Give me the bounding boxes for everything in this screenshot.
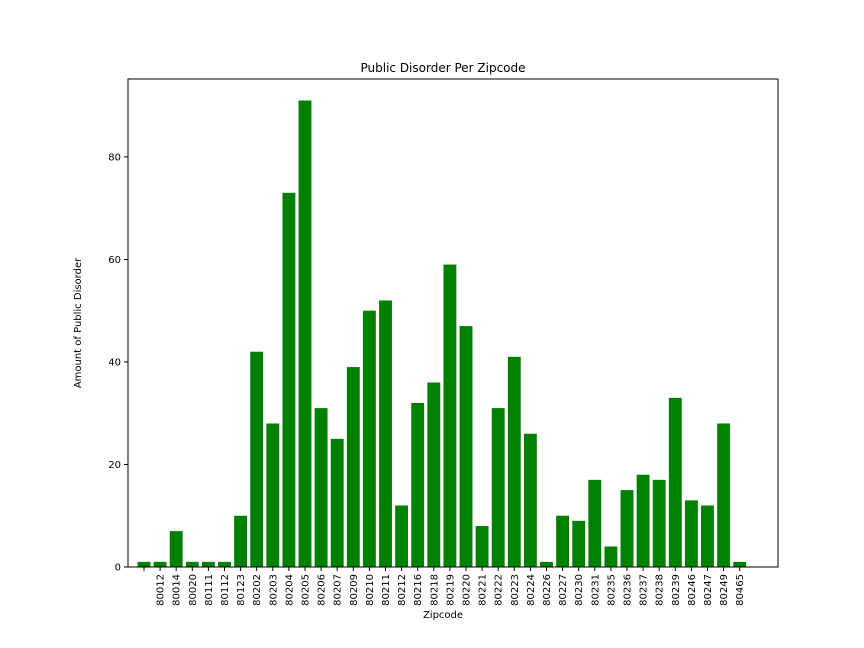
bar	[250, 351, 264, 567]
x-tick-label: 80235	[606, 574, 617, 606]
x-tick-label: 80221	[478, 574, 489, 606]
bar	[330, 438, 344, 567]
x-tick-label: 80210	[365, 574, 376, 606]
x-tick-label: 80236	[623, 574, 634, 606]
y-tick-label: 20	[108, 460, 121, 471]
bar	[185, 561, 199, 567]
bar	[137, 561, 151, 567]
bar	[556, 515, 570, 567]
bar	[604, 546, 618, 567]
x-tick-label: 80216	[413, 574, 424, 606]
x-tick-label: 80247	[703, 574, 714, 606]
bar	[153, 561, 167, 567]
y-axis-label: Amount of Public Disorder	[73, 257, 84, 388]
bar	[540, 561, 553, 567]
bar	[362, 310, 376, 567]
bar	[427, 382, 441, 567]
x-tick-label: 80111	[204, 574, 215, 606]
y-tick-label: 40	[108, 357, 121, 368]
bar	[491, 408, 505, 567]
x-tick-label: 80212	[397, 574, 408, 606]
bar	[572, 520, 586, 567]
bar	[234, 515, 248, 567]
bar	[218, 561, 231, 567]
bar	[717, 423, 731, 567]
bar	[443, 264, 457, 567]
x-tick-label: 80112	[220, 574, 231, 606]
bar	[507, 356, 521, 567]
bar	[636, 474, 650, 567]
bar	[395, 505, 409, 567]
x-tick-label: 80123	[236, 574, 247, 606]
bar	[701, 505, 714, 567]
x-tick-label: 80237	[639, 574, 650, 606]
x-tick-label: 80239	[671, 574, 682, 606]
bar	[298, 100, 312, 567]
bar	[620, 490, 634, 567]
bar	[684, 500, 698, 567]
x-tick-label: 80012	[156, 574, 167, 606]
x-tick-label: 80238	[655, 574, 666, 606]
x-tick-label: 80231	[590, 574, 601, 606]
plot-frame	[127, 78, 779, 568]
x-tick-label: 80020	[188, 574, 199, 606]
bar	[266, 423, 280, 567]
y-tick-label: 80	[108, 152, 121, 163]
bar	[652, 479, 666, 567]
x-tick-label: 80223	[510, 574, 521, 606]
x-tick-label: 80219	[445, 574, 456, 606]
bar	[314, 408, 328, 567]
x-tick-label: 80246	[687, 574, 698, 606]
x-tick-label: 80204	[284, 574, 295, 606]
y-tick-label: 60	[108, 255, 121, 266]
x-tick-label: 80209	[349, 574, 360, 606]
bar	[475, 525, 489, 567]
x-axis-label: Zipcode	[423, 610, 463, 621]
x-tick-label: 80203	[268, 574, 279, 606]
bar	[668, 397, 682, 567]
bar	[346, 367, 360, 567]
x-tick-label: 80465	[735, 574, 746, 606]
bar	[169, 531, 183, 567]
x-tick-label: 80205	[301, 574, 312, 606]
x-tick-label: 80224	[526, 574, 537, 606]
bar	[201, 561, 215, 567]
bar	[411, 402, 425, 567]
x-tick-label: 80249	[719, 574, 730, 606]
y-tick-label: 0	[115, 563, 121, 574]
x-tick-label: 80230	[574, 574, 585, 606]
x-tick-label: 80220	[462, 574, 473, 606]
chart-title: Public Disorder Per Zipcode	[360, 61, 525, 75]
bar	[588, 479, 602, 567]
x-tick-label: 80226	[542, 574, 553, 606]
x-tick-label: 80227	[558, 574, 569, 606]
x-tick-label: 80211	[381, 574, 392, 606]
x-tick-label: 80218	[429, 574, 440, 606]
x-tick-label: 80207	[333, 574, 344, 606]
bar	[379, 300, 392, 567]
x-tick-label: 80222	[494, 574, 505, 606]
x-tick-label: 80202	[252, 574, 263, 606]
x-tick-label: 80206	[317, 574, 328, 606]
bar	[282, 192, 296, 567]
bar	[523, 433, 537, 567]
x-tick-label: 80014	[172, 574, 183, 606]
bar	[459, 326, 473, 567]
bar	[733, 561, 747, 567]
